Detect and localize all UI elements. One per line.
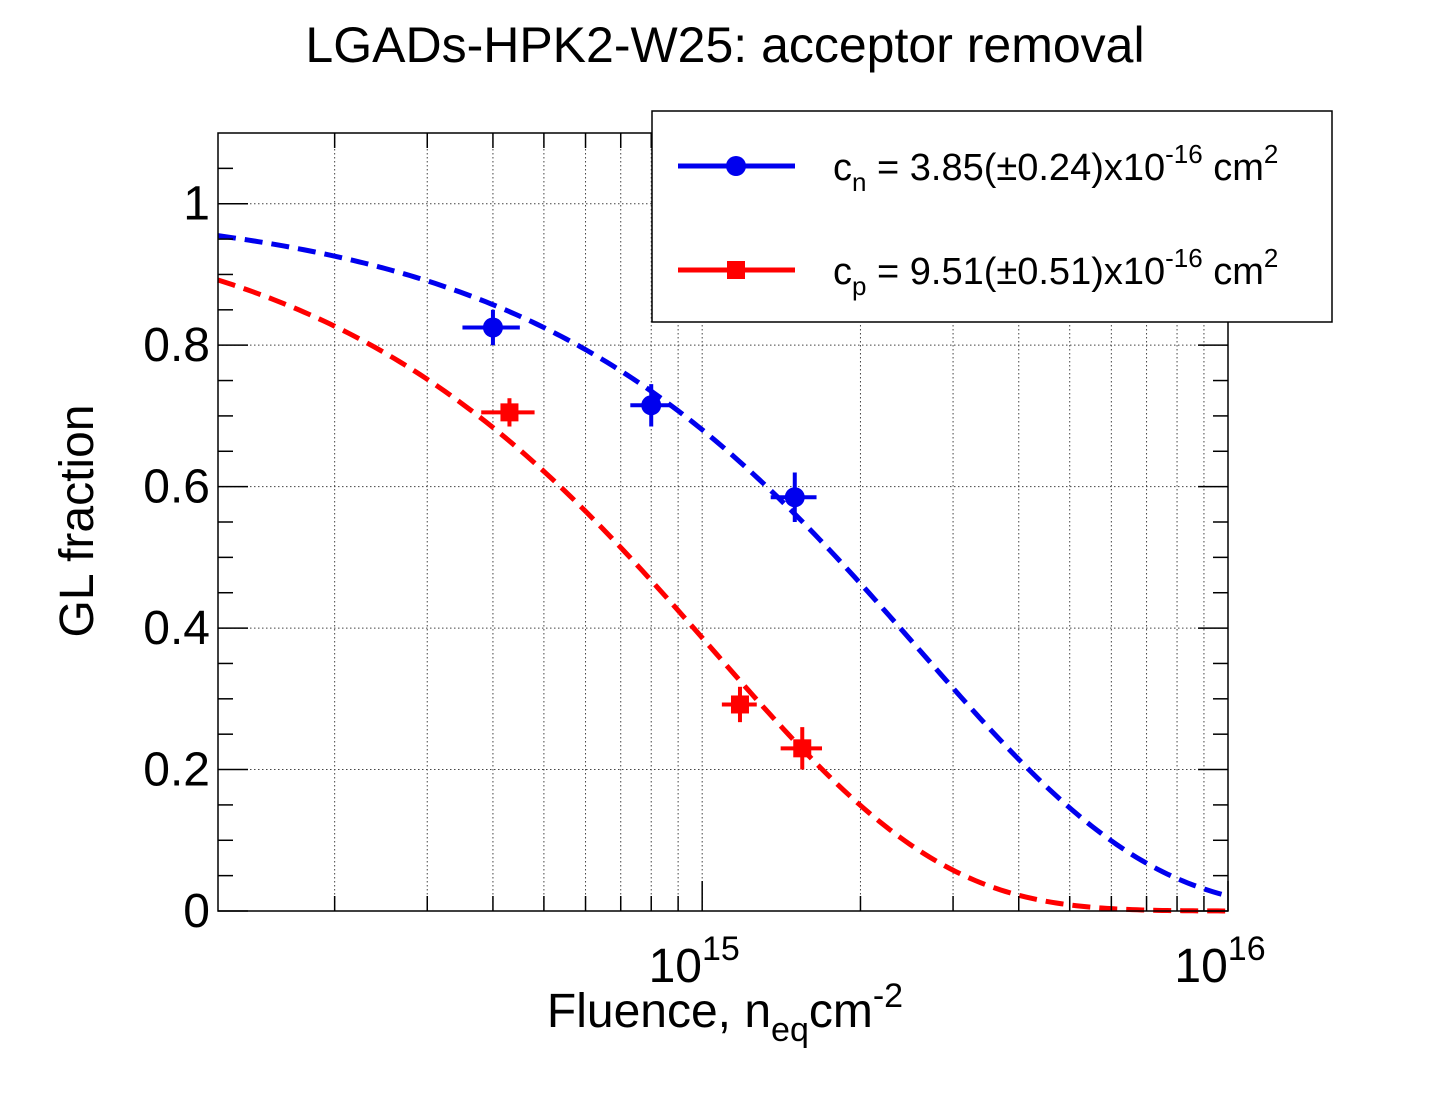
data-point-protons bbox=[481, 398, 535, 427]
legend-marker-square bbox=[727, 261, 745, 279]
chart-title: LGADs-HPK2-W25: acceptor removal bbox=[305, 17, 1144, 73]
marker-circle bbox=[784, 487, 805, 508]
marker-square bbox=[793, 739, 812, 758]
data-point-neutrons bbox=[462, 309, 520, 346]
legend-label: cn = 3.85(±0.24)x10-16 cm2 bbox=[833, 139, 1278, 197]
y-tick-label: 0 bbox=[183, 885, 210, 938]
y-axis-label: GL fraction bbox=[51, 405, 104, 638]
marker-square bbox=[500, 403, 519, 422]
legend-box bbox=[651, 110, 1333, 323]
fit-curve-protons bbox=[217, 277, 1229, 914]
data-point-protons bbox=[780, 727, 823, 770]
legend-marker-circle bbox=[726, 156, 746, 176]
x-axis-label: Fluence, neqcm-2 bbox=[547, 977, 903, 1049]
legend: cn = 3.85(±0.24)x10-16 cm2 cp = 9.51(±0.5… bbox=[651, 110, 1333, 323]
y-tick-label: 0.6 bbox=[143, 461, 210, 514]
x-tick-label: 1015 bbox=[649, 930, 740, 993]
legend-label: cp = 9.51(±0.51)x10-16 cm2 bbox=[833, 243, 1278, 301]
y-tick-label: 0.8 bbox=[143, 319, 210, 372]
axis-tick-labels: 0 0.2 0.4 0.6 0.8 1 1015 1016 bbox=[143, 178, 1265, 993]
legend-entry-protons: cp = 9.51(±0.51)x10-16 cm2 bbox=[678, 243, 1278, 301]
data-point-neutrons bbox=[770, 472, 817, 522]
y-tick-label: 1 bbox=[183, 178, 210, 231]
marker-circle bbox=[641, 395, 662, 416]
marker-circle bbox=[482, 317, 503, 338]
y-tick-label: 0.4 bbox=[143, 602, 210, 655]
data-point-neutrons bbox=[630, 384, 671, 427]
data-point-protons bbox=[721, 686, 757, 723]
y-tick-label: 0.2 bbox=[143, 744, 210, 797]
grid bbox=[218, 133, 1228, 911]
legend-entry-neutrons: cn = 3.85(±0.24)x10-16 cm2 bbox=[678, 139, 1278, 197]
x-tick-label: 1016 bbox=[1174, 930, 1265, 993]
fit-curve-neutrons bbox=[217, 233, 1229, 899]
fit-curves bbox=[217, 233, 1229, 914]
marker-square bbox=[730, 695, 749, 714]
data-points bbox=[462, 309, 823, 770]
